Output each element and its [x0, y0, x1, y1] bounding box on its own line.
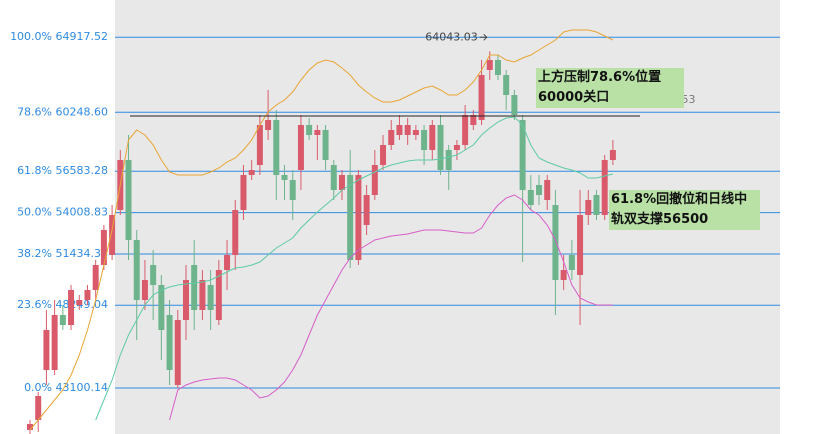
candle-body	[536, 184, 543, 195]
candle-body	[199, 279, 206, 310]
candle-body	[494, 59, 501, 75]
candle-body	[125, 159, 132, 240]
candle-body	[421, 129, 428, 150]
candle-body	[388, 129, 395, 145]
candle-body	[560, 269, 567, 280]
candle-body	[371, 164, 378, 195]
candle-body	[552, 204, 559, 280]
candle-body	[338, 174, 345, 190]
candle-body	[347, 174, 354, 260]
candle-body	[215, 269, 222, 320]
y-tick-label: 61.8% 56583.28	[17, 164, 108, 177]
indicator-line	[169, 194, 613, 421]
candle-body	[166, 314, 173, 370]
candle-body	[330, 164, 337, 190]
candle-body	[133, 239, 140, 300]
candle-body	[322, 129, 329, 160]
candle-body	[593, 194, 600, 215]
candle-body	[150, 264, 157, 285]
candle-body	[503, 74, 510, 95]
candle-body	[248, 169, 255, 175]
candle-body	[43, 329, 50, 370]
candle-body	[601, 159, 608, 215]
y-tick-label: 50.0% 54008.83	[17, 206, 108, 219]
candle-body	[314, 129, 321, 135]
candle-body	[100, 229, 107, 265]
candle-body	[224, 254, 231, 270]
candle-body	[281, 174, 288, 180]
indicator-line	[29, 29, 614, 431]
annotation: 上方压制78.6%位置60000关口	[536, 68, 684, 108]
y-tick-label: 100.0% 64917.52	[10, 30, 108, 43]
candle-body	[453, 144, 460, 150]
y-tick-label: 0.0% 43100.14	[24, 381, 108, 394]
candle-body	[273, 119, 280, 175]
candle-body	[609, 149, 616, 160]
candle-body	[544, 179, 551, 200]
candle-body	[207, 284, 214, 310]
candle-body	[297, 124, 304, 170]
candle-body	[109, 214, 116, 255]
candle-body	[585, 199, 592, 215]
candle-body	[527, 189, 534, 205]
candle-body	[232, 209, 239, 255]
candle-body	[396, 124, 403, 135]
candle-body	[355, 174, 362, 260]
annotation: 61.8%回撤位和日线中轨双支撑56500	[609, 190, 760, 230]
candle-body	[68, 289, 75, 325]
candle-body	[35, 395, 42, 420]
candle-body	[511, 94, 518, 115]
candle-body	[265, 119, 272, 130]
candle-body	[76, 299, 83, 305]
y-tick-label: 23.6% 48249.04	[17, 298, 108, 311]
candle-body	[462, 114, 469, 145]
candle-body	[486, 59, 493, 70]
candle-body	[445, 149, 452, 170]
candle-body	[429, 124, 436, 150]
candle-body	[92, 264, 99, 290]
candle-body	[256, 124, 263, 165]
candle-body	[363, 194, 370, 225]
candle-body	[577, 214, 584, 275]
candle-body	[380, 144, 387, 165]
candle-body	[478, 74, 485, 120]
high-arrow	[479, 33, 488, 41]
candle-body	[519, 119, 526, 190]
candle-body	[158, 284, 165, 330]
candle-body	[289, 179, 296, 200]
candle-body	[59, 314, 66, 325]
candle-body	[141, 279, 148, 300]
candle-body	[470, 114, 477, 125]
candle-body	[404, 124, 411, 135]
candle-body	[51, 314, 58, 370]
candle-body	[182, 279, 189, 320]
candle-body	[240, 174, 247, 210]
candle-body	[437, 124, 444, 170]
candle-body	[174, 319, 181, 385]
y-tick-label: 78.6% 60248.60	[17, 105, 108, 118]
y-tick-label: 38.2% 51434.38	[17, 247, 108, 260]
candle-body	[306, 124, 313, 135]
candle-body	[27, 424, 33, 430]
candle-body	[84, 289, 91, 300]
high-label: 64043.03	[425, 30, 478, 43]
candle-body	[568, 254, 575, 270]
indicator-line	[95, 116, 614, 421]
candle-body	[191, 264, 198, 310]
candle-body	[412, 129, 419, 135]
